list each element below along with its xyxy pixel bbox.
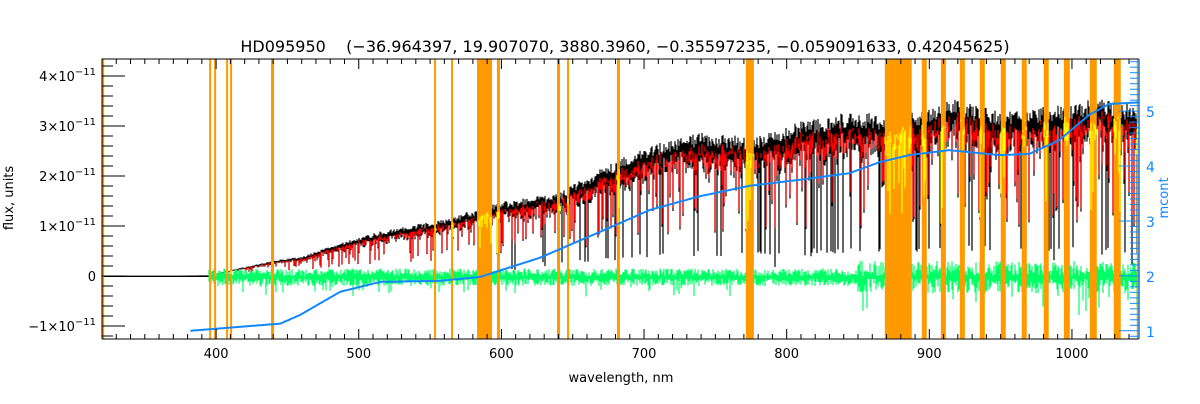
y-tick-label: 2×10−11	[39, 167, 96, 185]
masked-band	[230, 59, 233, 339]
x-axis-label: wavelength, nm	[569, 371, 674, 386]
y2-axis-label: mcont	[1157, 177, 1172, 218]
mcont-series	[190, 101, 1140, 332]
x-tick-label: 700	[632, 347, 657, 362]
y-tick-mantissa: 3×10	[39, 120, 75, 135]
y2-tick-label: 2	[1146, 270, 1155, 286]
masked-band	[214, 59, 217, 339]
y-tick-label: 4×10−11	[39, 67, 96, 85]
x-tick-label: 900	[917, 347, 942, 362]
y-tick-label: 3×10−11	[39, 117, 96, 135]
y-tick-mantissa: 0	[88, 270, 96, 285]
x-tick-label: 500	[346, 347, 371, 362]
masked-band	[940, 59, 946, 339]
masked-band	[1021, 59, 1027, 339]
masked-band	[921, 59, 927, 339]
y2-tick-label: 3	[1146, 215, 1155, 231]
y-tick-mantissa: 1×10	[39, 220, 75, 235]
chart-title: HD095950 (−36.964397, 19.907070, 3880.39…	[240, 37, 1009, 56]
y-tick-label: 0	[88, 270, 96, 285]
masked-band	[209, 59, 212, 339]
y-tick-exponent: −11	[75, 167, 96, 178]
y-tick-mantissa: −1×10	[28, 320, 75, 335]
y-tick-mantissa: 4×10	[39, 70, 75, 85]
y2-tick-label: 1	[1146, 325, 1155, 341]
masked-band	[226, 59, 229, 339]
y-axis-label: flux, units	[2, 166, 17, 231]
masked-band	[1000, 59, 1006, 339]
masked-band	[102, 59, 105, 339]
axes-layer: 400 500 600 700 800 900 1000−1×10−1101×10−112×…	[28, 58, 1155, 362]
masked-band	[451, 59, 454, 339]
data-layer	[101, 59, 1140, 339]
y-tick-exponent: −11	[75, 217, 96, 228]
y-tick-mantissa: 2×10	[39, 170, 75, 185]
y-tick-exponent: −11	[75, 117, 96, 128]
masked-band	[979, 59, 985, 339]
y2-tick-label: 5	[1146, 105, 1155, 121]
masked-band	[1113, 59, 1121, 339]
x-tick-label: 800	[774, 347, 799, 362]
y-tick-label: −1×10−11	[28, 317, 96, 335]
residual-series	[208, 261, 1140, 315]
masked-band	[557, 59, 561, 339]
masked-band	[1063, 59, 1070, 339]
masked-band	[271, 59, 275, 339]
masked-band	[434, 59, 437, 339]
y-tick-label: 1×10−11	[39, 217, 96, 235]
masked-band	[477, 59, 492, 339]
x-tick-label: 1000	[1055, 347, 1088, 362]
masked-band	[959, 59, 965, 339]
y2-tick-label: 4	[1146, 160, 1155, 176]
x-tick-label: 400	[204, 347, 229, 362]
masked-band	[884, 59, 912, 339]
x-tick-label: 600	[489, 347, 514, 362]
y-tick-exponent: −11	[75, 317, 96, 328]
masked-band	[496, 59, 500, 339]
masked-band	[1089, 59, 1097, 339]
y-tick-exponent: −11	[75, 67, 96, 78]
